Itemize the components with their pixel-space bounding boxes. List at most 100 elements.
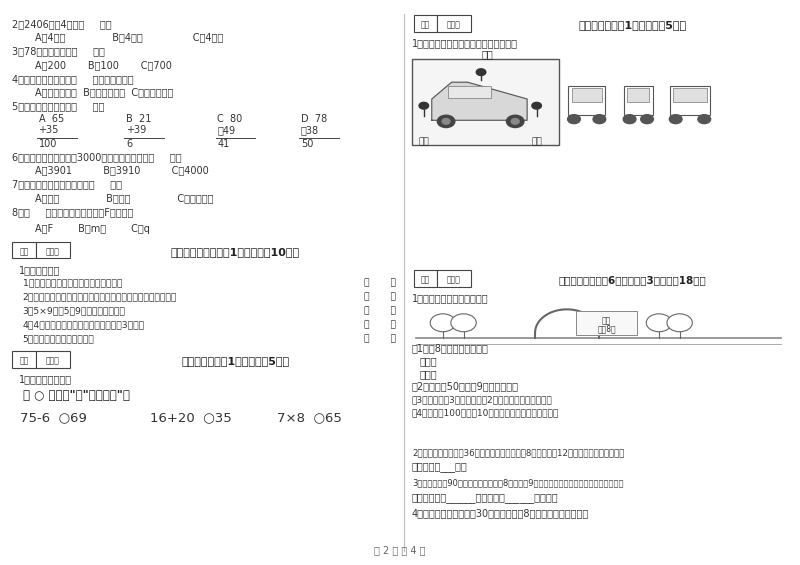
Text: 1．每个三角形中至少有两个角是锐角。: 1．每个三角形中至少有两个角是锐角。 — [22, 279, 122, 288]
Bar — [412, 59, 559, 145]
Text: A．4个百               B．4个十                C．4个一: A．4个百 B．4个十 C．4个一 — [34, 32, 223, 42]
Text: 3．小红看一本90页的书，平均每天看8页，看了9天，小红看了多少页？还剩多少页没看？: 3．小红看一本90页的书，平均每天看8页，看了9天，小红看了多少页？还剩多少页没… — [412, 479, 623, 488]
Circle shape — [506, 115, 524, 128]
Text: 6．一百一百的数，数到3000，下一个数应该是（     ）。: 6．一百一百的数，数到3000，下一个数应该是（ ）。 — [12, 152, 182, 162]
Text: 7．角的大小和两条边的长短（     ）。: 7．角的大小和两条边的长短（ ）。 — [12, 180, 122, 190]
Text: －38: －38 — [301, 125, 319, 136]
Bar — [627, 89, 650, 102]
Text: 50: 50 — [301, 139, 313, 149]
Bar — [414, 270, 438, 287]
Text: 评卷人: 评卷人 — [447, 276, 461, 285]
Circle shape — [667, 314, 692, 332]
Text: C  80: C 80 — [218, 114, 242, 124]
Text: 1．我会判断大小。: 1．我会判断大小。 — [18, 373, 72, 384]
Circle shape — [532, 102, 542, 109]
Text: （       ）: （ ） — [364, 334, 396, 344]
Text: 票: 票 — [441, 320, 445, 325]
Text: 五、判断对与错（共1大题，共计10分）: 五、判断对与错（共1大题，共计10分） — [170, 247, 300, 257]
Circle shape — [438, 115, 455, 128]
Text: 票: 票 — [678, 320, 682, 325]
Circle shape — [511, 119, 519, 124]
Text: 答：小红看了______页，还剩下______页没看。: 答：小红看了______页，还剩下______页没看。 — [412, 493, 558, 503]
Text: 75-6  ○69: 75-6 ○69 — [20, 411, 87, 424]
Text: +39: +39 — [126, 125, 146, 136]
Text: 票: 票 — [657, 320, 661, 325]
Text: 6: 6 — [126, 139, 132, 149]
Bar — [674, 89, 706, 102]
Text: 3．5×9表示5个9相乘的积是多少。: 3．5×9表示5个9相乘的积是多少。 — [22, 307, 126, 315]
Circle shape — [568, 115, 580, 124]
Text: 5．下列计算正确的是（     ）。: 5．下列计算正确的是（ ）。 — [12, 101, 105, 111]
Text: 8．（     ）是你在镜子里看到的F的样子。: 8．（ ）是你在镜子里看到的F的样子。 — [12, 207, 134, 217]
Text: （4）小红拿100元，买10张门票，还可以剩下多少钱？: （4）小红拿100元，买10张门票，还可以剩下多少钱？ — [412, 408, 559, 417]
Text: 票: 票 — [462, 320, 466, 325]
Text: 2．一辆公共汽车里有36位乘客，到槐树镇下去8位，又上来12位，这时车上有多少位？: 2．一辆公共汽车里有36位乘客，到槐树镇下去8位，又上来12位，这时车上有多少位… — [412, 448, 624, 457]
Text: 得分: 得分 — [20, 357, 29, 366]
Text: 1．星期日同学们去游乐园。: 1．星期日同学们去游乐园。 — [412, 293, 489, 303]
Text: 得分: 得分 — [421, 276, 430, 285]
Bar — [624, 85, 653, 115]
Bar — [670, 85, 710, 115]
Circle shape — [623, 115, 636, 124]
Circle shape — [419, 102, 429, 109]
Circle shape — [430, 314, 456, 332]
Text: 乘法：: 乘法： — [420, 357, 438, 367]
Text: 小东: 小东 — [418, 137, 430, 146]
Text: 2．笔算两位数加减法时，相同数位要对齐，先从十位开始算。: 2．笔算两位数加减法时，相同数位要对齐，先从十位开始算。 — [22, 293, 177, 302]
Text: D  78: D 78 — [301, 114, 327, 124]
Text: A．有关               B．无关               C．不能确定: A．有关 B．无关 C．不能确定 — [34, 193, 213, 203]
Text: 评卷人: 评卷人 — [46, 247, 60, 257]
Text: 5．角的边越长，角就越大。: 5．角的边越长，角就越大。 — [22, 334, 94, 344]
Text: 第 2 页 共 4 页: 第 2 页 共 4 页 — [374, 545, 426, 555]
Bar — [12, 242, 36, 258]
Text: 4．4个小朋友每人握手一次，一共要握3次手。: 4．4个小朋友每人握手一次，一共要握3次手。 — [22, 320, 145, 329]
Text: （2）小明拿50元，买9张门票够吗？: （2）小明拿50元，买9张门票够吗？ — [412, 381, 519, 392]
Text: 得分: 得分 — [421, 21, 430, 29]
Text: 7×8  ○65: 7×8 ○65 — [277, 411, 342, 424]
Text: 加法：: 加法： — [420, 369, 438, 379]
Circle shape — [442, 119, 450, 124]
Text: （       ）: （ ） — [364, 320, 396, 329]
Text: A．3901          B．3910          C．4000: A．3901 B．3910 C．4000 — [34, 166, 208, 176]
Text: （       ）: （ ） — [364, 307, 396, 315]
Text: 每张8元: 每张8元 — [598, 324, 616, 333]
Bar — [36, 242, 70, 258]
Bar — [569, 85, 605, 115]
Circle shape — [476, 69, 486, 76]
Text: A．F        B．m．        C．q: A．F B．m． C．q — [34, 224, 150, 234]
Text: －49: －49 — [218, 125, 235, 136]
Text: 2．2406中的4表示（     ）。: 2．2406中的4表示（ ）。 — [12, 19, 112, 29]
Text: （       ）: （ ） — [364, 293, 396, 302]
Circle shape — [670, 115, 682, 124]
Text: +35: +35 — [38, 125, 59, 136]
Text: 1．请你连一连，下面分别是谁看到的？: 1．请你连一连，下面分别是谁看到的？ — [412, 38, 518, 48]
Bar — [36, 351, 70, 368]
Text: 在 ○ 里填上"＞"、＜或＝"。: 在 ○ 里填上"＞"、＜或＝"。 — [22, 389, 130, 402]
Text: 4．通过测量我们发现（     ）跳得比较远。: 4．通过测量我们发现（ ）跳得比较远。 — [12, 74, 134, 84]
Text: 100: 100 — [38, 139, 57, 149]
Bar — [448, 85, 491, 98]
Bar — [576, 311, 637, 334]
Bar — [438, 15, 470, 32]
Text: 得分: 得分 — [20, 247, 29, 257]
Text: 3．78最接近几百？（     ）。: 3．78最接近几百？（ ）。 — [12, 46, 105, 57]
Text: A．200       B．100       C．700: A．200 B．100 C．700 — [34, 60, 171, 70]
Text: 六、比一比（共1大题，共计5分）: 六、比一比（共1大题，共计5分） — [181, 356, 290, 366]
Text: 4．会议室里，单人椅有30把，双人椅有8把，一共能坐多少人？: 4．会议室里，单人椅有30把，双人椅有8把，一共能坐多少人？ — [412, 508, 589, 518]
Circle shape — [646, 314, 672, 332]
Bar — [414, 15, 438, 32]
Text: （1）买8张门票用多少元？: （1）买8张门票用多少元？ — [412, 344, 489, 354]
Bar — [571, 89, 602, 102]
Text: B  21: B 21 — [126, 114, 151, 124]
Text: 八、解决问题（共6小题，每题3分，共计18分）: 八、解决问题（共6小题，每题3分，共计18分） — [558, 275, 706, 285]
Text: 小虹: 小虹 — [482, 49, 494, 59]
Text: 评卷人: 评卷人 — [447, 21, 461, 29]
Text: （       ）: （ ） — [364, 279, 396, 288]
Text: 评卷人: 评卷人 — [46, 357, 60, 366]
Circle shape — [593, 115, 606, 124]
Text: A．左脚单脚跳  B．右脚单脚跳  C．双脚并拢跳: A．左脚单脚跳 B．右脚单脚跳 C．双脚并拢跳 — [34, 87, 173, 97]
Text: 七、连一连（共1大题，共计5分）: 七、连一连（共1大题，共计5分） — [578, 20, 686, 30]
Text: 16+20  ○35: 16+20 ○35 — [150, 411, 231, 424]
Text: （3）小红买了3张门票，还剩2元钱，小红带了多少钱？: （3）小红买了3张门票，还剩2元钱，小红带了多少钱？ — [412, 395, 553, 404]
Text: A  65: A 65 — [38, 114, 64, 124]
